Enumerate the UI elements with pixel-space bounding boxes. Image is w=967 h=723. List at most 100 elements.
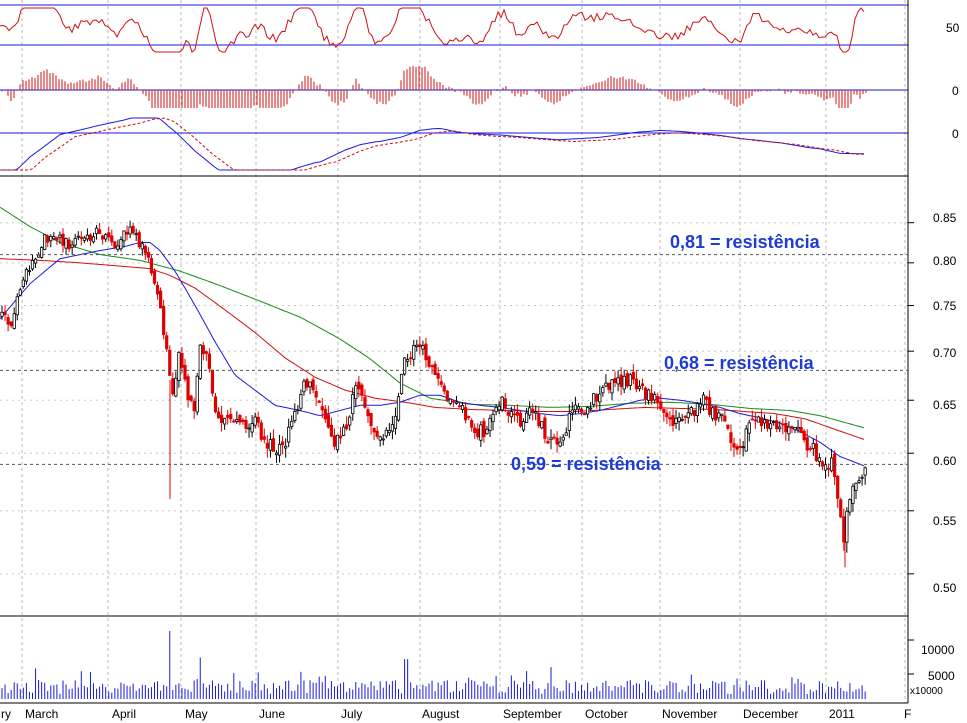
candle-body: [399, 373, 404, 395]
candle-body: [406, 359, 410, 362]
candle-body: [857, 480, 861, 483]
candle-body: [558, 441, 562, 447]
candle-body: [18, 289, 22, 296]
candle-body: [708, 397, 712, 415]
candle-body: [229, 413, 233, 420]
candle-body: [714, 405, 718, 421]
candle-body: [485, 428, 489, 435]
candle-body: [384, 429, 388, 437]
candle-body: [76, 235, 80, 238]
month-label: May: [185, 707, 208, 721]
histogram-indicator: [1, 66, 867, 108]
price-tick: 0.60: [933, 454, 957, 468]
month-label: August: [422, 707, 460, 721]
candle-body: [665, 412, 669, 418]
volume-bars: [1, 630, 866, 699]
candle-body: [351, 394, 355, 415]
candle-body: [82, 237, 86, 241]
candle-body: [701, 394, 706, 406]
candle-body: [488, 417, 492, 432]
candle-body: [756, 416, 761, 423]
candle-body: [296, 409, 300, 412]
candle-body: [512, 413, 517, 416]
candle-body: [91, 236, 96, 243]
candle-body: [30, 260, 35, 270]
candle-body: [0, 311, 4, 317]
candle-body: [277, 443, 282, 456]
candle-body: [49, 235, 53, 242]
candle-body: [656, 396, 660, 404]
candle-body: [155, 284, 160, 295]
candle-body: [33, 258, 38, 264]
candle-body: [674, 417, 678, 424]
candle-body: [637, 386, 642, 390]
candle-body: [671, 415, 675, 426]
candle-body: [320, 406, 324, 411]
candle-body: [250, 423, 254, 433]
candle-body: [741, 446, 745, 449]
candle-body: [723, 415, 727, 422]
volume-tick: 10000: [921, 643, 955, 657]
annotation-059: 0,59 = resistência: [511, 454, 662, 474]
candle-body: [317, 400, 321, 403]
candle-body: [570, 409, 574, 414]
candle-body: [781, 423, 785, 426]
candle-body: [198, 344, 202, 379]
candle-body: [369, 412, 373, 427]
candle-body: [448, 398, 452, 404]
candle-body: [140, 243, 144, 250]
candle-body: [393, 415, 398, 429]
candle-body: [396, 396, 401, 421]
candle-body: [186, 376, 190, 401]
candle-body: [232, 420, 236, 423]
candle-body: [482, 420, 486, 438]
candle-body: [543, 417, 547, 439]
candle-body: [40, 247, 44, 258]
candle-body: [311, 379, 315, 391]
candle-body: [244, 420, 248, 429]
candle-body: [659, 401, 663, 410]
candle-body: [506, 411, 510, 416]
candle-body: [686, 412, 690, 419]
candle-body: [287, 426, 291, 443]
candle-body: [363, 396, 367, 408]
price-tick: 0.55: [933, 514, 957, 528]
candle-body: [579, 408, 584, 413]
candle-body: [811, 443, 815, 449]
candle-body: [412, 345, 416, 360]
candle-body: [561, 436, 565, 441]
candle-body: [610, 379, 614, 394]
candle-body: [525, 412, 529, 423]
price-tick: 0.80: [933, 254, 957, 268]
candle-body: [21, 279, 25, 287]
candle-body: [235, 418, 239, 422]
candle-body: [293, 411, 297, 421]
candle-body: [546, 440, 550, 444]
candle-body: [628, 374, 632, 386]
candle-body: [732, 443, 736, 448]
candle-body: [802, 430, 806, 441]
candle-body: [46, 235, 50, 243]
candle-body: [772, 421, 776, 424]
candle-body: [64, 238, 68, 249]
candle-body: [805, 437, 809, 451]
candle-body: [586, 407, 590, 415]
candle-body: [357, 381, 361, 390]
candle-body: [378, 436, 382, 441]
candle-body: [576, 406, 581, 410]
candle-body: [647, 389, 651, 401]
candle-body: [238, 415, 242, 423]
candle-body: [555, 437, 559, 445]
candle-body: [683, 415, 687, 418]
candle-body: [216, 411, 221, 419]
price-tick: 0.50: [933, 581, 957, 595]
candle-body: [418, 344, 422, 348]
candle-body: [744, 428, 748, 452]
candle-body: [573, 404, 578, 411]
candle-body: [704, 396, 709, 400]
candle-body: [88, 234, 93, 241]
sma-long-line: [0, 206, 865, 429]
candle-body: [104, 234, 108, 240]
candle-body: [299, 394, 303, 409]
